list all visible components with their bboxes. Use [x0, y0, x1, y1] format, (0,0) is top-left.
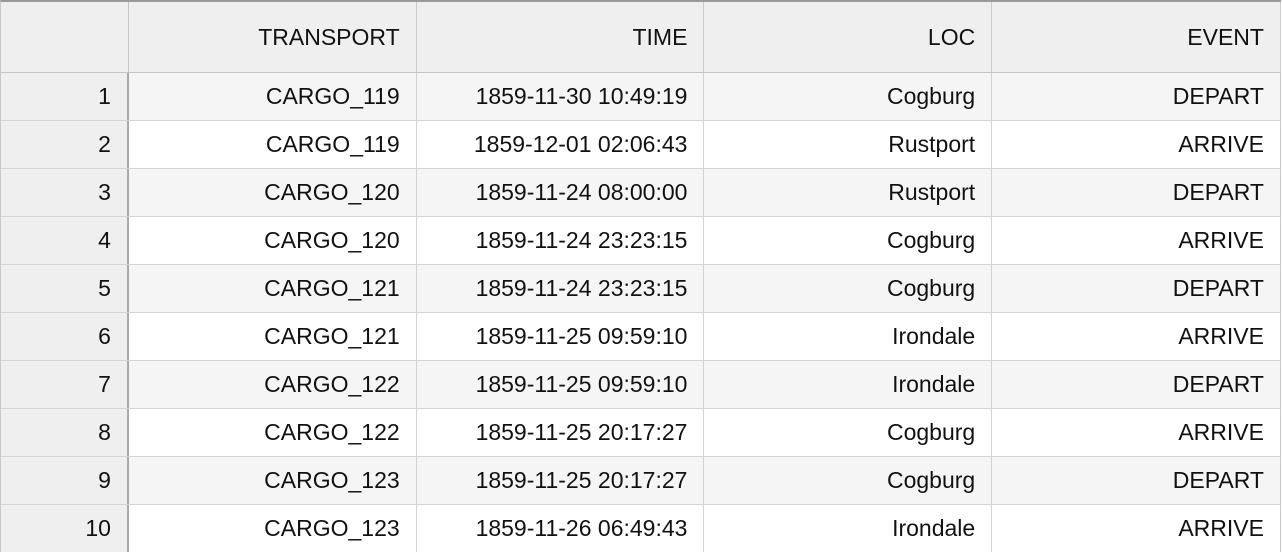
loc-column-header[interactable]: LOC	[704, 2, 993, 72]
loc-cell[interactable]: Rustport	[704, 169, 993, 216]
table-row[interactable]: 4 CARGO_120 1859-11-24 23:23:15 Cogburg …	[1, 217, 1281, 265]
time-cell[interactable]: 1859-11-25 09:59:10	[416, 313, 705, 360]
transport-cell[interactable]: CARGO_122	[128, 409, 417, 456]
loc-cell[interactable]: Cogburg	[704, 409, 993, 456]
event-cell[interactable]: DEPART	[992, 361, 1281, 408]
event-cell[interactable]: ARRIVE	[992, 505, 1281, 552]
time-cell[interactable]: 1859-11-25 20:17:27	[416, 409, 705, 456]
loc-cell[interactable]: Irondale	[704, 505, 993, 552]
transport-column-header[interactable]: TRANSPORT	[128, 2, 417, 72]
transport-cell[interactable]: CARGO_122	[128, 361, 417, 408]
row-index[interactable]: 7	[1, 361, 129, 408]
table-row[interactable]: 8 CARGO_122 1859-11-25 20:17:27 Cogburg …	[1, 409, 1281, 457]
time-cell[interactable]: 1859-11-26 06:49:43	[416, 505, 705, 552]
loc-cell[interactable]: Irondale	[704, 361, 993, 408]
row-index[interactable]: 5	[1, 265, 129, 312]
loc-cell[interactable]: Cogburg	[704, 73, 993, 120]
time-cell[interactable]: 1859-11-24 08:00:00	[416, 169, 705, 216]
table-row[interactable]: 7 CARGO_122 1859-11-25 09:59:10 Irondale…	[1, 361, 1281, 409]
event-cell[interactable]: ARRIVE	[992, 409, 1281, 456]
loc-cell[interactable]: Cogburg	[704, 457, 993, 504]
table-header-row: TRANSPORT TIME LOC EVENT	[1, 2, 1281, 73]
time-cell[interactable]: 1859-11-24 23:23:15	[416, 265, 705, 312]
row-index[interactable]: 1	[1, 73, 129, 120]
event-cell[interactable]: DEPART	[992, 169, 1281, 216]
table-row[interactable]: 2 CARGO_119 1859-12-01 02:06:43 Rustport…	[1, 121, 1281, 169]
event-column-header[interactable]: EVENT	[992, 2, 1281, 72]
time-cell[interactable]: 1859-11-24 23:23:15	[416, 217, 705, 264]
time-cell[interactable]: 1859-11-25 09:59:10	[416, 361, 705, 408]
loc-cell[interactable]: Rustport	[704, 121, 993, 168]
row-index[interactable]: 4	[1, 217, 129, 264]
transport-cell[interactable]: CARGO_121	[128, 265, 417, 312]
table-row[interactable]: 5 CARGO_121 1859-11-24 23:23:15 Cogburg …	[1, 265, 1281, 313]
row-index[interactable]: 9	[1, 457, 129, 504]
event-cell[interactable]: DEPART	[992, 457, 1281, 504]
loc-cell[interactable]: Cogburg	[704, 265, 993, 312]
transport-cell[interactable]: CARGO_119	[128, 73, 417, 120]
index-column-header[interactable]	[1, 2, 129, 72]
transport-cell[interactable]: CARGO_121	[128, 313, 417, 360]
row-index[interactable]: 6	[1, 313, 129, 360]
event-cell[interactable]: DEPART	[992, 265, 1281, 312]
transport-cell[interactable]: CARGO_120	[128, 169, 417, 216]
row-index[interactable]: 10	[1, 505, 129, 552]
time-cell[interactable]: 1859-11-25 20:17:27	[416, 457, 705, 504]
table-row[interactable]: 9 CARGO_123 1859-11-25 20:17:27 Cogburg …	[1, 457, 1281, 505]
event-cell[interactable]: ARRIVE	[992, 121, 1281, 168]
event-cell[interactable]: ARRIVE	[992, 313, 1281, 360]
table-row[interactable]: 3 CARGO_120 1859-11-24 08:00:00 Rustport…	[1, 169, 1281, 217]
row-index[interactable]: 2	[1, 121, 129, 168]
event-cell[interactable]: DEPART	[992, 73, 1281, 120]
transport-cell[interactable]: CARGO_123	[128, 457, 417, 504]
time-cell[interactable]: 1859-11-30 10:49:19	[416, 73, 705, 120]
table-row[interactable]: 10 CARGO_123 1859-11-26 06:49:43 Irondal…	[1, 505, 1281, 552]
transport-cell[interactable]: CARGO_120	[128, 217, 417, 264]
table-row[interactable]: 1 CARGO_119 1859-11-30 10:49:19 Cogburg …	[1, 73, 1281, 121]
transport-cell[interactable]: CARGO_119	[128, 121, 417, 168]
row-index[interactable]: 3	[1, 169, 129, 216]
loc-cell[interactable]: Cogburg	[704, 217, 993, 264]
loc-cell[interactable]: Irondale	[704, 313, 993, 360]
transport-cell[interactable]: CARGO_123	[128, 505, 417, 552]
event-cell[interactable]: ARRIVE	[992, 217, 1281, 264]
table-row[interactable]: 6 CARGO_121 1859-11-25 09:59:10 Irondale…	[1, 313, 1281, 361]
time-column-header[interactable]: TIME	[416, 2, 705, 72]
time-cell[interactable]: 1859-12-01 02:06:43	[416, 121, 705, 168]
row-index[interactable]: 8	[1, 409, 129, 456]
